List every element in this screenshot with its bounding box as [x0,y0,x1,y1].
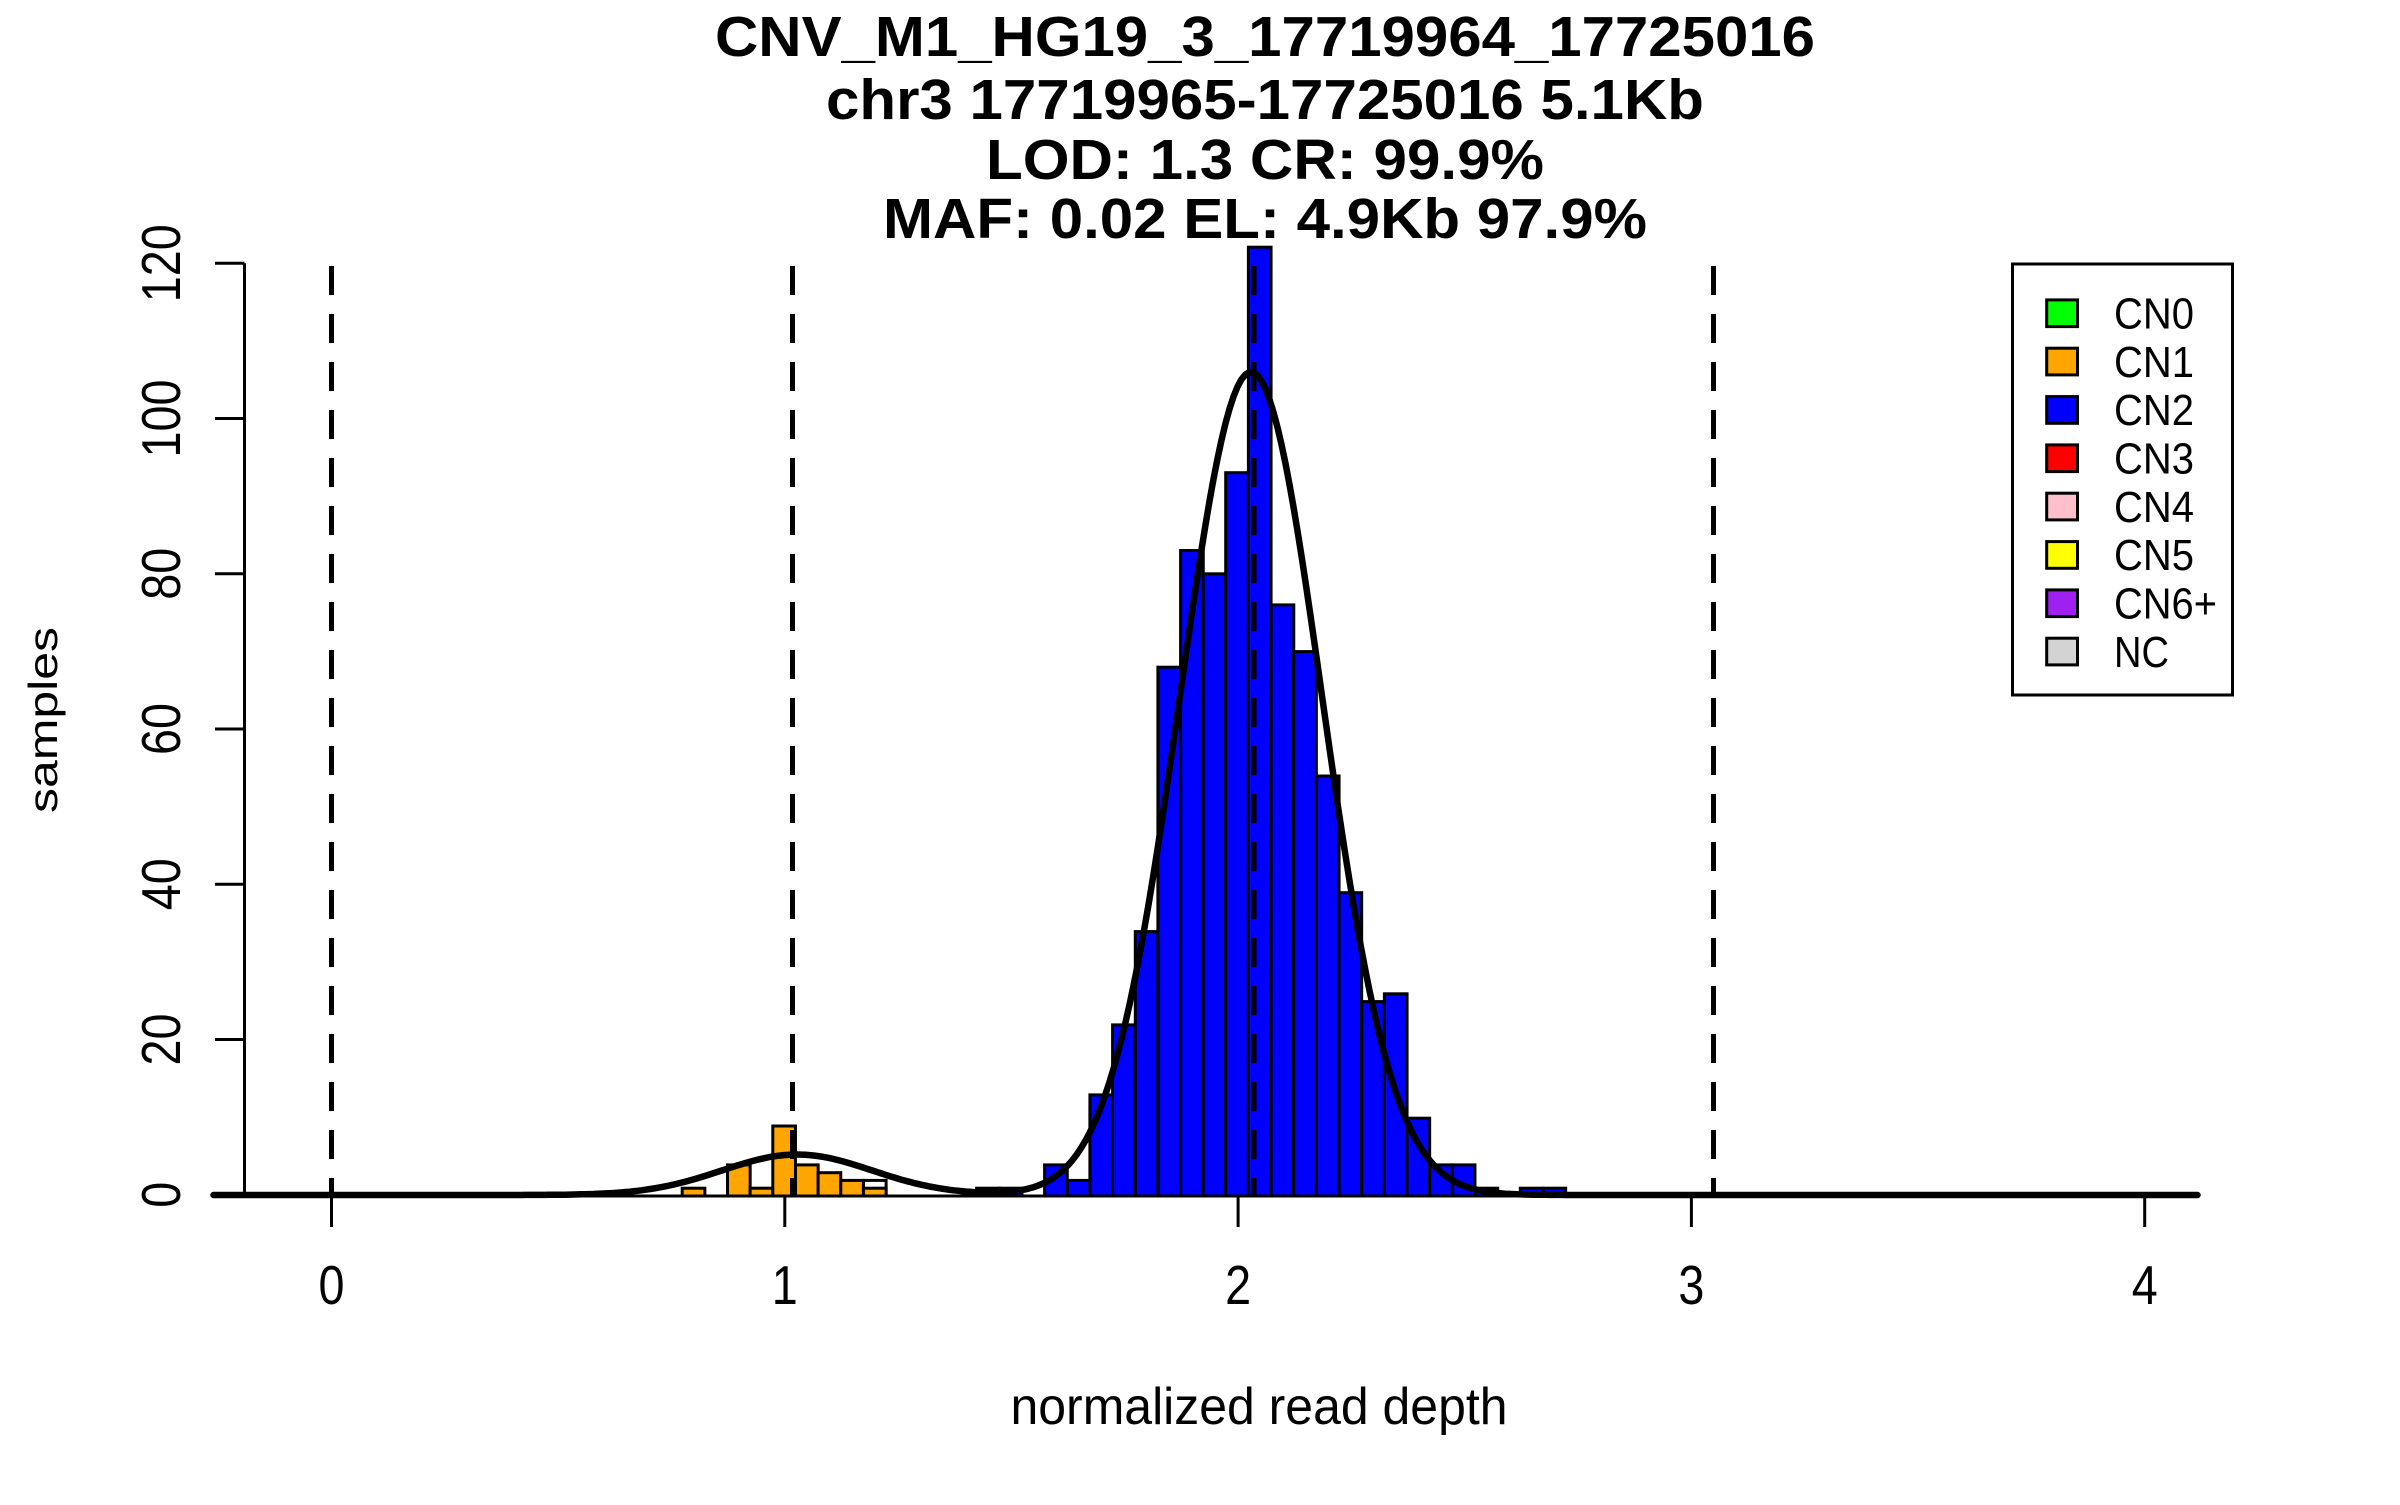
svg-text:samples: samples [20,627,66,813]
svg-text:20: 20 [130,1014,192,1066]
svg-text:80: 80 [130,548,192,600]
svg-text:120: 120 [130,224,192,302]
svg-text:CN0: CN0 [2114,290,2194,339]
svg-text:60: 60 [130,703,192,755]
svg-text:LOD: 1.3 CR: 99.9%: LOD: 1.3 CR: 99.9% [986,128,1544,192]
svg-text:CN2: CN2 [2114,386,2194,435]
svg-text:0: 0 [130,1182,192,1208]
svg-text:CN6+: CN6+ [2114,580,2217,629]
svg-text:NC: NC [2114,628,2169,677]
svg-text:4: 4 [2132,1254,2158,1316]
svg-text:MAF: 0.02 EL: 4.9Kb 97.9%: MAF: 0.02 EL: 4.9Kb 97.9% [883,187,1647,251]
svg-text:CN3: CN3 [2114,435,2194,484]
svg-text:2: 2 [1225,1254,1251,1316]
svg-text:CN1: CN1 [2114,338,2194,387]
svg-text:chr3 17719965-17725016 5.1Kb: chr3 17719965-17725016 5.1Kb [826,68,1704,132]
svg-text:CN4: CN4 [2114,483,2194,532]
svg-text:40: 40 [130,858,192,910]
svg-text:0: 0 [319,1254,345,1316]
svg-text:CN5: CN5 [2114,531,2194,580]
svg-text:100: 100 [130,380,192,458]
svg-text:3: 3 [1678,1254,1704,1316]
svg-text:1: 1 [772,1254,798,1316]
svg-text:CNV_M1_HG19_3_17719964_1772501: CNV_M1_HG19_3_17719964_17725016 [715,5,1815,69]
svg-text:normalized read depth: normalized read depth [1011,1378,1508,1436]
